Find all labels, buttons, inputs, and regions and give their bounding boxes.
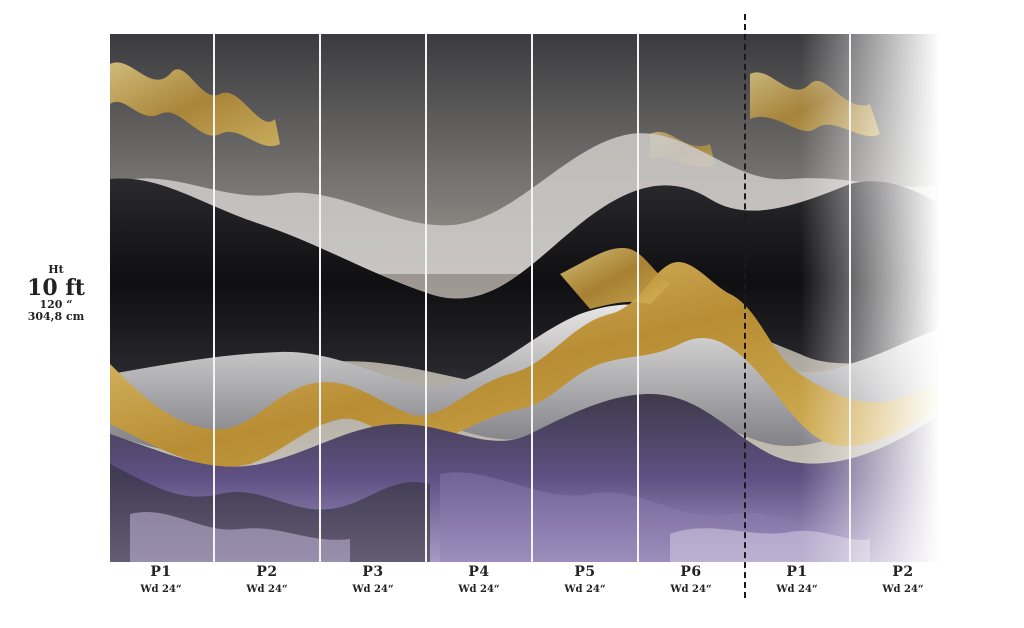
panel-label-p4: P4 Wd 24“ (426, 564, 532, 595)
panel-divider (849, 34, 851, 562)
panel-label-p1: P1 Wd 24“ (108, 564, 214, 595)
panel-label-p1-repeat: P1 Wd 24“ (744, 564, 850, 595)
height-cm: 304,8 cm (27, 310, 85, 324)
panel-divider (425, 34, 427, 562)
height-feet: 10 ft (27, 274, 85, 301)
panel-width: Wd 24“ (352, 584, 394, 595)
panel-label-p5: P5 Wd 24“ (532, 564, 638, 595)
panel-divider (531, 34, 533, 562)
panel-width: Wd 24“ (458, 584, 500, 595)
height-label: Ht (48, 263, 64, 276)
panel-width: Wd 24“ (246, 584, 288, 595)
panel-divider (213, 34, 215, 562)
panel-width: Wd 24“ (670, 584, 712, 595)
panel-label-p2-repeat: P2 Wd 24“ (850, 564, 956, 595)
panel-name: P2 (892, 564, 914, 580)
panel-divider (319, 34, 321, 562)
pattern-repeat-line (744, 14, 746, 598)
panel-width: Wd 24“ (882, 584, 924, 595)
panel-width: Wd 24“ (776, 584, 818, 595)
height-inches: 120 “ (39, 297, 73, 311)
panel-name: P3 (362, 564, 384, 580)
panel-name: P2 (256, 564, 278, 580)
panel-width: Wd 24“ (140, 584, 182, 595)
panel-name: P6 (680, 564, 702, 580)
marble-wave-image (110, 34, 940, 562)
mural-artwork (110, 34, 940, 562)
panel-name: P1 (786, 564, 808, 580)
height-dimension-label: Ht 10 ft 120 “ 304,8 cm (0, 263, 112, 324)
panel-name: P1 (150, 564, 172, 580)
panel-width: Wd 24“ (564, 584, 606, 595)
panel-label-p6: P6 Wd 24“ (638, 564, 744, 595)
panel-name: P4 (468, 564, 490, 580)
panel-label-p2: P2 Wd 24“ (214, 564, 320, 595)
panel-divider (637, 34, 639, 562)
panel-label-p3: P3 Wd 24“ (320, 564, 426, 595)
panel-name: P5 (574, 564, 596, 580)
